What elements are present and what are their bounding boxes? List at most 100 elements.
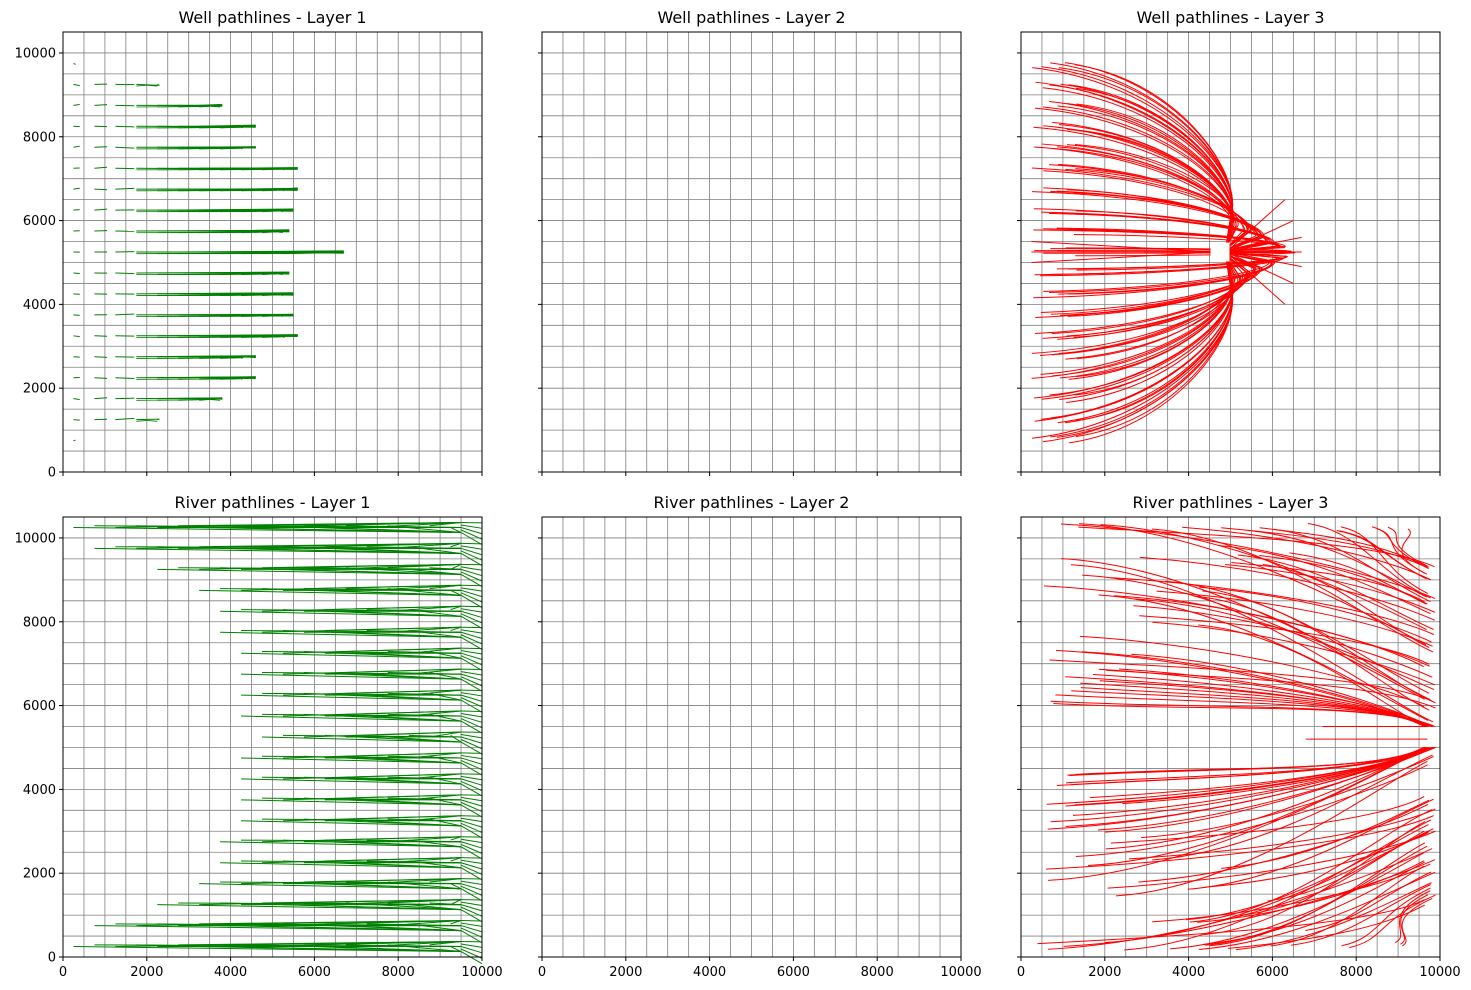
pathline — [460, 636, 483, 650]
pathline — [429, 567, 462, 570]
pathline — [460, 888, 483, 902]
pathline — [460, 553, 483, 567]
pathline — [429, 878, 462, 883]
pathline — [460, 594, 483, 608]
pathline — [450, 857, 462, 862]
pathline — [408, 904, 462, 911]
pathline — [262, 899, 462, 904]
x-tick-label: 8000 — [1340, 965, 1373, 980]
pathline — [429, 671, 462, 680]
pathline — [450, 946, 462, 953]
pathline — [460, 694, 483, 702]
pathline — [1066, 144, 1235, 248]
pathline — [1045, 815, 1434, 870]
x-tick-label: 4000 — [693, 965, 726, 980]
pathline — [366, 940, 462, 948]
pathline — [387, 542, 462, 549]
pathline — [1139, 615, 1430, 665]
pathline — [1189, 808, 1433, 923]
pathline — [1138, 803, 1429, 883]
pathline — [199, 589, 462, 596]
x-tick-label: 0 — [59, 965, 67, 980]
pathline — [460, 657, 483, 671]
pathline — [387, 920, 462, 927]
pathline — [460, 922, 483, 927]
y-tick-label: 4000 — [23, 298, 56, 313]
pathline — [262, 210, 281, 213]
pathline — [1225, 251, 1286, 305]
pathline — [146, 84, 158, 87]
pathline — [1401, 897, 1433, 947]
pathline — [345, 668, 462, 673]
pathline — [460, 859, 483, 865]
pathline — [460, 568, 483, 577]
pathline — [1043, 170, 1246, 250]
x-tick-label: 0 — [1017, 965, 1025, 980]
pathline — [1058, 255, 1236, 355]
pathline — [387, 713, 462, 717]
pathline — [282, 568, 462, 575]
pathline — [1068, 213, 1275, 251]
y-tick-label: 8000 — [23, 130, 56, 145]
pathline — [460, 904, 483, 912]
pathline — [460, 655, 483, 666]
pathline — [262, 315, 281, 317]
axes-frame — [62, 516, 483, 958]
pathline — [460, 943, 483, 948]
pathline — [220, 610, 462, 617]
pathline — [1186, 824, 1429, 921]
pathline-series — [73, 62, 344, 442]
pathline — [460, 817, 483, 823]
pathline — [460, 825, 483, 839]
pathline — [460, 713, 483, 718]
pathline — [1091, 747, 1432, 805]
pathline — [345, 689, 462, 694]
pathline — [303, 940, 462, 946]
pathline — [460, 909, 483, 923]
pathline — [324, 626, 462, 632]
pathline — [1051, 147, 1237, 249]
pathline — [460, 718, 483, 729]
x-tick-label: 8000 — [861, 965, 894, 980]
pathline — [429, 902, 462, 906]
pathline — [241, 694, 462, 701]
pathline — [324, 920, 462, 925]
pathline — [220, 229, 290, 232]
pathline — [1110, 577, 1435, 635]
pathline — [460, 780, 483, 792]
pathline — [115, 417, 135, 421]
pathline — [1047, 747, 1434, 830]
pathline — [1400, 894, 1428, 945]
pathline — [408, 752, 462, 759]
axes-frame — [62, 31, 483, 473]
pathline — [1075, 168, 1248, 250]
pathline — [1047, 848, 1433, 950]
pathline — [1065, 747, 1430, 784]
pathline — [1307, 523, 1431, 599]
pathline — [1259, 527, 1429, 568]
pathline — [345, 862, 462, 869]
pathline — [460, 760, 483, 771]
pathline — [408, 860, 462, 869]
pathline — [73, 272, 80, 275]
x-tick-label: 10000 — [940, 965, 981, 980]
pathline — [1124, 819, 1432, 951]
pathline — [1226, 236, 1302, 253]
x-tick-label: 4000 — [1172, 965, 1205, 980]
pathline-series — [1031, 62, 1302, 444]
pathline — [345, 773, 462, 778]
pathline — [387, 881, 462, 890]
pathline — [460, 822, 483, 834]
pathline — [220, 378, 244, 380]
axes-frame — [1020, 31, 1441, 473]
pathline — [460, 867, 483, 881]
pathline — [345, 647, 462, 653]
pathline — [199, 399, 210, 401]
pathline — [387, 626, 462, 633]
pathline — [157, 904, 462, 911]
panel-title: River pathlines - Layer 2 — [654, 493, 850, 512]
pathline — [240, 126, 244, 129]
pathline — [366, 778, 462, 785]
pathline — [240, 357, 244, 359]
pathline — [220, 126, 244, 129]
